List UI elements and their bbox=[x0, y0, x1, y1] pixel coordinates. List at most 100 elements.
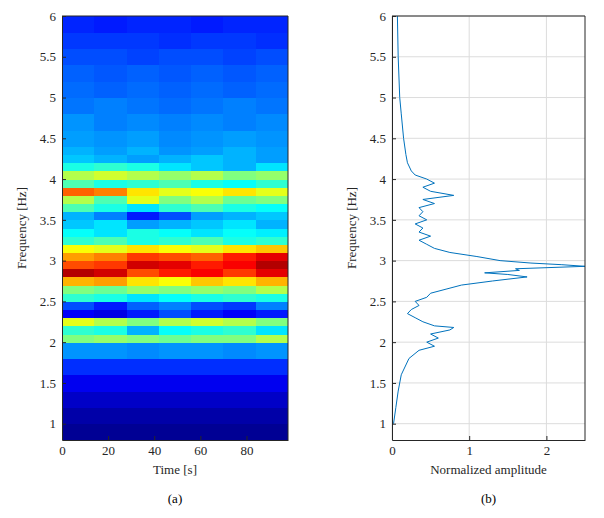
heatmap-cell bbox=[94, 277, 127, 286]
heatmap-cell bbox=[62, 261, 95, 270]
tick-label: 5.5 bbox=[370, 49, 386, 64]
spectrum-line bbox=[394, 16, 585, 424]
heatmap-cell bbox=[191, 98, 224, 115]
heatmap-cell bbox=[191, 65, 224, 82]
heatmap-cell bbox=[191, 32, 224, 49]
heatmap-cell bbox=[159, 318, 192, 327]
heatmap-cell bbox=[256, 114, 288, 131]
heatmap-cell bbox=[94, 375, 127, 392]
heatmap-cell bbox=[94, 358, 127, 375]
heatmap-cell bbox=[191, 244, 224, 253]
grid-line bbox=[392, 301, 585, 302]
tick-label: 5 bbox=[50, 90, 57, 105]
heatmap-cell bbox=[191, 236, 224, 245]
heatmap-cell bbox=[94, 318, 127, 327]
heatmap-cell bbox=[159, 98, 192, 115]
tick-label: 3.5 bbox=[40, 213, 56, 228]
heatmap-cell bbox=[159, 179, 192, 188]
heatmap-cell bbox=[62, 293, 95, 302]
tick-label: 4.5 bbox=[40, 131, 56, 146]
heatmap-cell bbox=[62, 244, 95, 253]
heatmap-cell bbox=[191, 81, 224, 98]
heatmap-cell bbox=[159, 171, 192, 180]
heatmap-cell bbox=[256, 334, 288, 343]
heatmap-cell bbox=[62, 195, 95, 204]
heatmap-cell bbox=[191, 285, 224, 294]
heatmap-cell bbox=[191, 293, 224, 302]
heatmap-cell bbox=[94, 236, 127, 245]
heatmap-cell bbox=[62, 146, 95, 155]
heatmap-cell bbox=[94, 32, 127, 49]
heatmap-cell bbox=[223, 212, 256, 221]
heatmap-cell bbox=[223, 114, 256, 131]
heatmap-cell bbox=[127, 342, 160, 359]
frame-line bbox=[585, 16, 586, 440]
heatmap-cell bbox=[256, 32, 288, 49]
heatmap-cell bbox=[159, 236, 192, 245]
tick: 5.5 bbox=[370, 49, 396, 64]
heatmap-cell bbox=[62, 204, 95, 213]
tick-label: 5.5 bbox=[40, 49, 56, 64]
tick: 1.5 bbox=[40, 376, 66, 391]
grid-line bbox=[392, 16, 393, 440]
heatmap-cell bbox=[223, 32, 256, 49]
heatmap-cell bbox=[94, 261, 127, 270]
heatmap-cell bbox=[256, 187, 288, 196]
heatmap-cell bbox=[223, 261, 256, 270]
tick-label: 1 bbox=[380, 416, 387, 431]
heatmap-cell bbox=[127, 130, 160, 147]
heatmap-cell bbox=[159, 391, 192, 408]
heatmap-cell bbox=[94, 81, 127, 98]
heatmap-cell bbox=[127, 269, 160, 278]
heatmap-cell bbox=[191, 195, 224, 204]
heatmap-cell bbox=[62, 269, 95, 278]
grid-line bbox=[392, 179, 585, 180]
heatmap-cell bbox=[127, 204, 160, 213]
heatmap-cell bbox=[256, 146, 288, 155]
tick-label: 6 bbox=[380, 9, 387, 24]
heatmap-cell bbox=[94, 310, 127, 319]
heatmap-cell bbox=[223, 375, 256, 392]
heatmap-cell bbox=[256, 318, 288, 327]
heatmap-cell bbox=[159, 49, 192, 66]
heatmap-cell bbox=[94, 342, 127, 359]
heatmap-cell bbox=[127, 318, 160, 327]
tick: 1.5 bbox=[370, 376, 396, 391]
heatmap-cell bbox=[159, 244, 192, 253]
heatmap-cell bbox=[256, 204, 288, 213]
heatmap-cell bbox=[62, 171, 95, 180]
heatmap-cell bbox=[256, 342, 288, 359]
heatmap-cell bbox=[191, 212, 224, 221]
tick-mark bbox=[62, 98, 66, 99]
heatmap-cell bbox=[191, 358, 224, 375]
tick: 3 bbox=[380, 253, 397, 268]
heatmap-cell bbox=[223, 424, 256, 440]
heatmap-cell bbox=[191, 310, 224, 319]
heatmap-cell bbox=[223, 244, 256, 253]
heatmap-cell bbox=[127, 98, 160, 115]
heatmap-cell bbox=[223, 285, 256, 294]
tick-mark bbox=[392, 16, 396, 17]
tick-mark bbox=[392, 261, 396, 262]
heatmap-cell bbox=[159, 358, 192, 375]
heatmap-cell bbox=[223, 146, 256, 155]
tick: 4.5 bbox=[40, 131, 66, 146]
tick-mark bbox=[62, 179, 66, 180]
heatmap-cell bbox=[127, 195, 160, 204]
heatmap-cell bbox=[223, 130, 256, 147]
heatmap-cell bbox=[256, 212, 288, 221]
tick: 1 bbox=[50, 416, 67, 431]
heatmap-cell bbox=[127, 293, 160, 302]
heatmap-cell bbox=[94, 334, 127, 343]
heatmap-cell bbox=[191, 269, 224, 278]
heatmap-cell bbox=[191, 204, 224, 213]
heatmap-cell bbox=[159, 16, 192, 33]
heatmap-cell bbox=[127, 212, 160, 221]
heatmap-cell bbox=[159, 375, 192, 392]
heatmap-cell bbox=[62, 98, 95, 115]
tick: 3 bbox=[50, 253, 67, 268]
heatmap-cell bbox=[62, 32, 95, 49]
heatmap-cell bbox=[256, 171, 288, 180]
tick-label: 1.5 bbox=[40, 376, 56, 391]
heatmap-cell bbox=[191, 187, 224, 196]
